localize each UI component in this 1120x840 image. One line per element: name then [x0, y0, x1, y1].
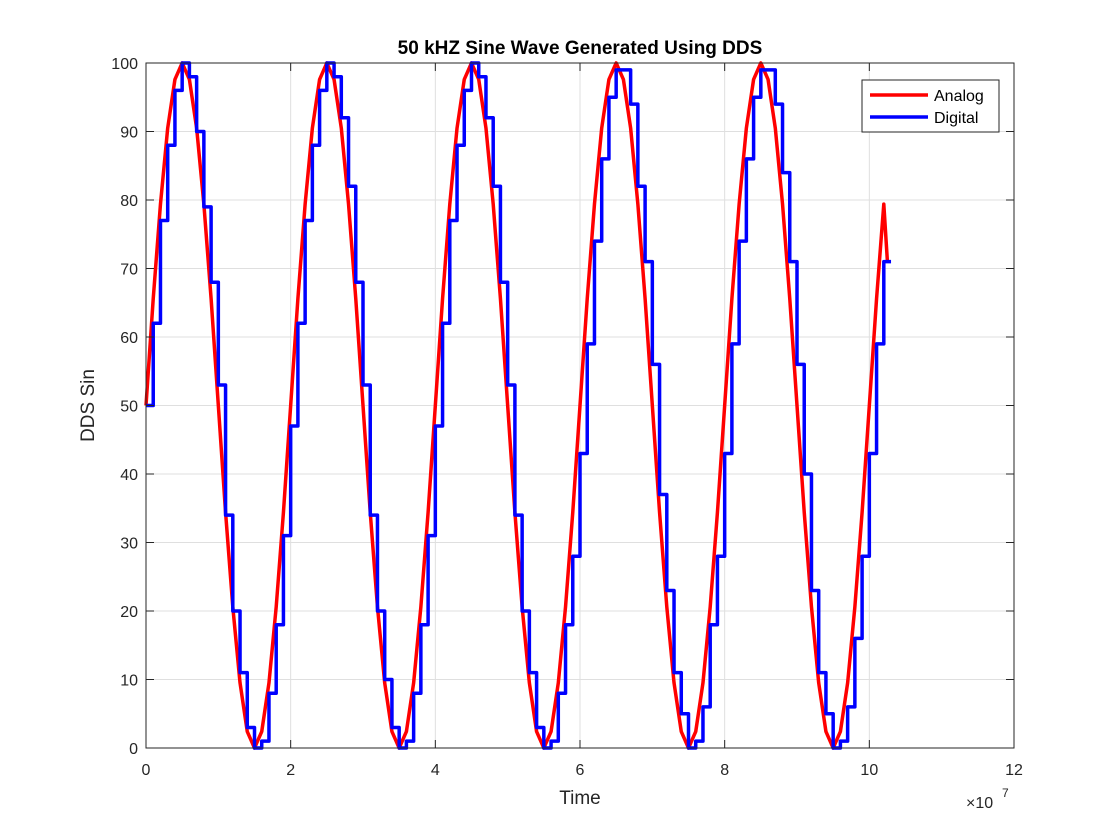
chart-title: 50 kHZ Sine Wave Generated Using DDS: [398, 38, 763, 59]
y-tick-label: 100: [111, 56, 138, 73]
y-tick-label: 0: [129, 741, 138, 758]
y-tick-label: 30: [120, 536, 138, 553]
legend: Analog Digital: [861, 79, 1000, 133]
x-axis-label: Time: [559, 788, 601, 809]
y-tick-label: 70: [120, 262, 138, 279]
series-digital-line: [146, 61, 892, 750]
x-tick-label: 2: [286, 762, 295, 779]
x-axis-exponent: ×10 7: [966, 786, 1009, 812]
x-tick-label: 12: [1005, 762, 1023, 779]
x-tick-label: 6: [576, 762, 585, 779]
y-tick-label: 20: [120, 604, 138, 621]
y-tick-label: 60: [120, 330, 138, 347]
legend-box: [861, 79, 1000, 133]
x-axis-exponent-base: ×10: [966, 795, 993, 812]
y-tick-label: 80: [120, 193, 138, 210]
legend-label-digital: Digital: [934, 110, 978, 127]
y-tick-label: 90: [120, 125, 138, 142]
y-tick-label: 10: [120, 673, 138, 690]
x-tick-label: 8: [720, 762, 729, 779]
ticks: 0 2 4 6 8 10 12 0 10 20 30 40 50 60 70 80 90 100: [111, 56, 1023, 779]
y-tick-label: 50: [120, 399, 138, 416]
legend-label-analog: Analog: [934, 88, 984, 105]
x-tick-label: 4: [431, 762, 440, 779]
series-layer: [144, 61, 892, 750]
y-tick-label: 40: [120, 467, 138, 484]
y-axis-label: DDS Sin: [78, 369, 99, 442]
x-tick-label: 10: [860, 762, 878, 779]
series-analog-line: [144, 61, 890, 750]
x-axis-exponent-power: 7: [1002, 786, 1009, 800]
x-tick-label: 0: [142, 762, 151, 779]
